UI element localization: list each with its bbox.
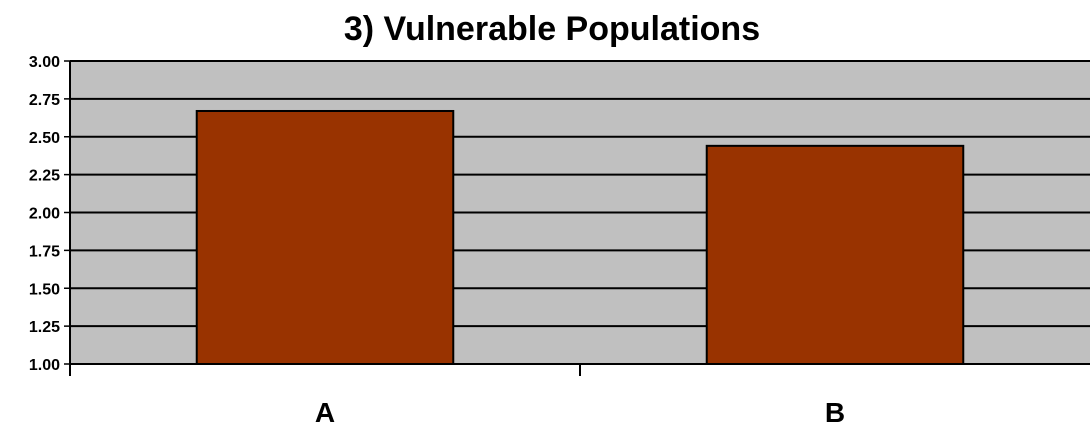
y-tick-label: 2.00 [29,206,60,223]
y-tick-label: 1.75 [29,243,60,260]
y-tick-label: 2.75 [29,92,60,109]
chart-title: 3) Vulnerable Populations [344,10,760,48]
y-tick-label: 1.00 [29,357,60,374]
x-tick-label: A [315,397,335,423]
bar-b [705,144,965,365]
y-tick-label: 1.50 [29,281,60,298]
plot-area: 1.00 1.25 1.50 1.75 2.00 2.25 2.50 2.75 3.00 A B [29,54,1090,423]
bar-a [195,109,455,366]
y-tick-label: 2.25 [29,168,60,185]
y-tick-label: 1.25 [29,319,60,336]
y-tick-label: 3.00 [29,54,60,71]
x-tick-label: B [825,397,845,423]
y-tick-label: 2.50 [29,130,60,147]
